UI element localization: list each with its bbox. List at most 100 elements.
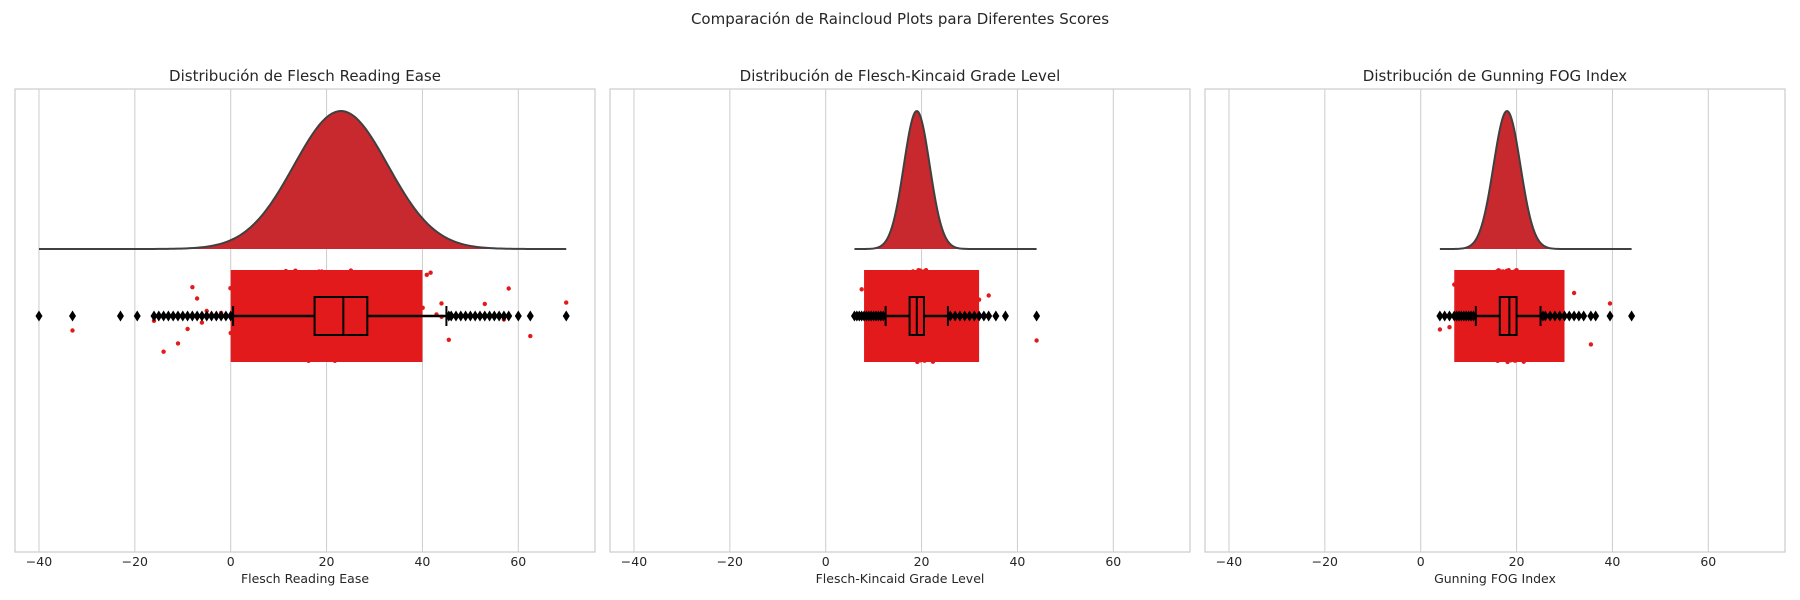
rain-point bbox=[889, 343, 895, 348]
rain-point bbox=[1479, 343, 1484, 348]
rain-point bbox=[909, 276, 914, 281]
rain-point bbox=[972, 320, 977, 326]
rain-point bbox=[903, 269, 909, 275]
rain-point bbox=[939, 288, 944, 293]
rain-point bbox=[294, 291, 299, 296]
rain-point bbox=[1521, 359, 1526, 364]
rain-point bbox=[310, 335, 315, 341]
rain-point bbox=[1509, 271, 1514, 277]
rain-point bbox=[917, 346, 922, 351]
plot-layer: −40 −20 0 20 40 60 bbox=[609, 88, 1191, 569]
rain-point bbox=[910, 269, 916, 274]
rain-point bbox=[343, 355, 349, 360]
outlier-marker bbox=[500, 310, 508, 322]
rain-point bbox=[1495, 342, 1500, 347]
rain-point bbox=[348, 268, 354, 273]
outlier-marker bbox=[505, 310, 513, 322]
density-outline bbox=[38, 110, 567, 250]
rain-point bbox=[1505, 350, 1510, 356]
rain-point bbox=[288, 311, 293, 316]
rain-point bbox=[1484, 354, 1490, 359]
rain-point bbox=[376, 316, 381, 322]
rain-point bbox=[409, 351, 414, 356]
rain-point bbox=[1498, 285, 1504, 290]
rain-point bbox=[355, 342, 360, 347]
x-axis-label: Flesch-Kincaid Grade Level bbox=[816, 571, 985, 586]
outlier-marker bbox=[155, 310, 163, 322]
rain-point bbox=[910, 306, 915, 311]
rain-point bbox=[1495, 298, 1500, 304]
rain-point bbox=[902, 311, 907, 316]
panel-title: Distribución de Flesch Reading Ease bbox=[169, 67, 441, 85]
outlier-marker bbox=[970, 310, 978, 322]
rain-point bbox=[1437, 327, 1443, 332]
outlier-marker bbox=[946, 310, 954, 322]
outlier-marker bbox=[198, 310, 206, 322]
rain-point bbox=[345, 306, 350, 311]
rain-point bbox=[299, 342, 305, 348]
rain-point bbox=[908, 344, 913, 349]
rain-point bbox=[911, 310, 917, 316]
rain-point bbox=[1464, 320, 1469, 325]
rain-points bbox=[70, 268, 569, 363]
rain-point bbox=[320, 288, 325, 293]
rain-point bbox=[420, 305, 425, 310]
outlier-marker bbox=[526, 310, 534, 322]
outlier-marker bbox=[452, 310, 460, 322]
rain-point bbox=[373, 320, 379, 325]
x-tick-label: −40 bbox=[26, 554, 52, 569]
rain-point bbox=[299, 306, 304, 311]
rain-point bbox=[262, 323, 268, 328]
rain-point bbox=[356, 335, 362, 341]
outlier-marker bbox=[985, 310, 993, 322]
density-outline bbox=[1439, 109, 1632, 250]
rain-point bbox=[902, 286, 908, 291]
rain-point bbox=[1502, 304, 1508, 309]
outlier-marker bbox=[514, 310, 522, 322]
rain-point bbox=[1447, 325, 1452, 330]
rain-point bbox=[328, 271, 334, 276]
outlier-marker bbox=[1541, 310, 1549, 322]
rain-point bbox=[1501, 343, 1507, 348]
outlier-marker bbox=[193, 310, 201, 322]
rain-point bbox=[379, 306, 385, 311]
rain-point bbox=[1492, 301, 1497, 306]
rain-point bbox=[1506, 286, 1511, 291]
rain-point bbox=[913, 343, 919, 348]
outlier-marker bbox=[956, 310, 964, 322]
rain-point bbox=[314, 356, 319, 361]
rain-point bbox=[905, 349, 910, 354]
rain-point bbox=[927, 355, 932, 361]
outlier-marker bbox=[184, 310, 192, 322]
rain-point bbox=[278, 300, 284, 305]
rain-point bbox=[360, 350, 366, 355]
rain-point bbox=[1486, 340, 1492, 345]
rain-point bbox=[903, 354, 908, 359]
rain-point bbox=[1484, 331, 1489, 336]
rain-point bbox=[913, 357, 918, 362]
rain-point bbox=[382, 347, 387, 352]
rain-point bbox=[321, 312, 326, 318]
panel-gunning-fog-index: −40 −20 0 20 40 60 Distribución de Gunning FO… bbox=[1204, 67, 1786, 586]
rain-point bbox=[894, 318, 899, 323]
rain-point bbox=[390, 281, 395, 286]
rain-point bbox=[314, 309, 320, 315]
rain-point bbox=[1486, 287, 1491, 293]
rain-point bbox=[185, 326, 190, 332]
rain-point bbox=[903, 280, 909, 285]
outlier-marker bbox=[992, 310, 1000, 322]
rain-point bbox=[292, 341, 297, 347]
rain-point bbox=[368, 273, 373, 278]
rain-point bbox=[976, 297, 982, 302]
rain-point bbox=[926, 320, 931, 325]
outlier-marker bbox=[188, 310, 196, 322]
rain-point bbox=[1477, 339, 1483, 345]
rain-point bbox=[905, 290, 911, 296]
rain-point bbox=[1517, 327, 1522, 333]
x-tick-label: 60 bbox=[1105, 554, 1121, 569]
rain-point bbox=[923, 269, 929, 274]
rain-point bbox=[923, 276, 929, 281]
outlier-marker bbox=[1033, 310, 1041, 322]
rain-point bbox=[354, 312, 359, 318]
rain-point bbox=[1523, 352, 1528, 357]
